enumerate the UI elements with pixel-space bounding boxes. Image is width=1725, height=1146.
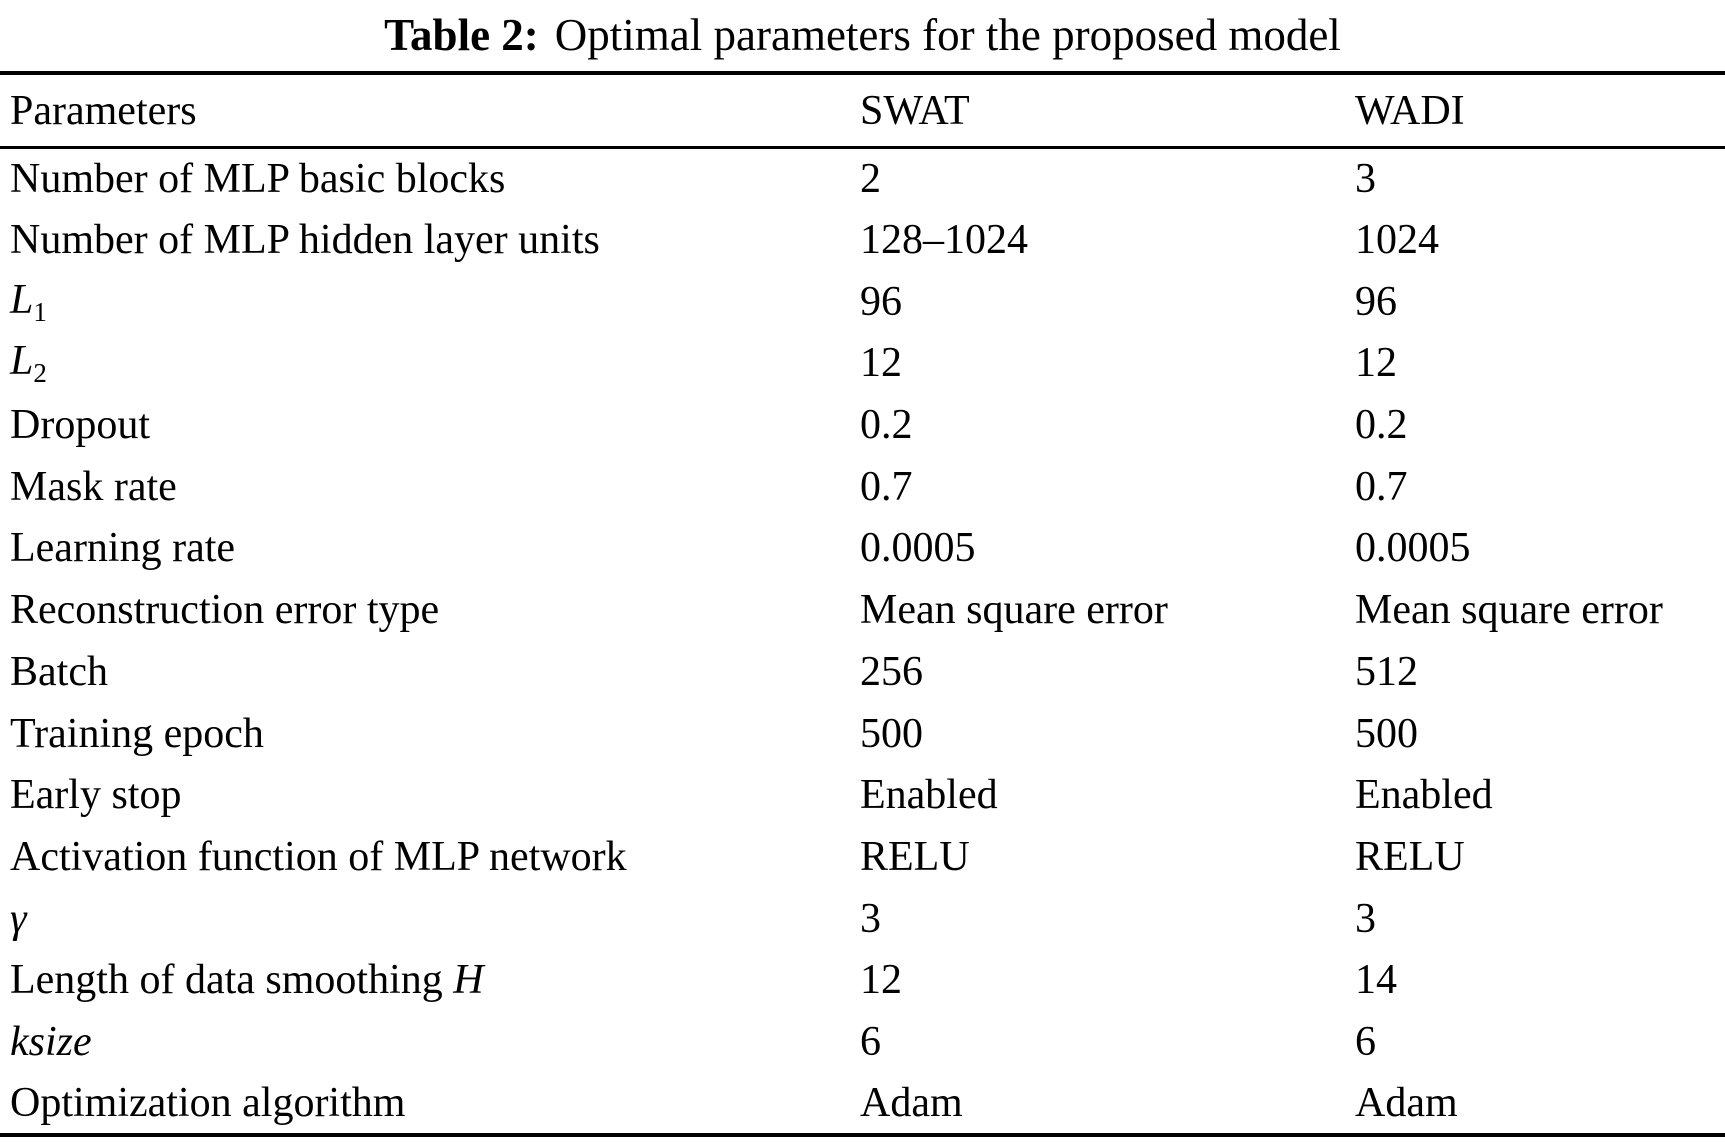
table-row: Learning rate 0.0005 0.0005	[0, 518, 1725, 580]
table-row: ksize 6 6	[0, 1011, 1725, 1073]
swat-value-cell: 6	[860, 1018, 881, 1065]
table-body: Number of MLP basic blocks 2 3 Number of ML…	[0, 148, 1725, 1135]
swat-value-cell: 128–1024	[860, 217, 1028, 264]
param-text: Length of data smoothing	[10, 957, 454, 1004]
wadi-value-cell: Enabled	[1355, 772, 1493, 819]
table-caption-label: Table 2:	[384, 10, 539, 60]
wadi-value-cell: 0.0005	[1355, 525, 1471, 572]
wadi-value-cell: Adam	[1355, 1079, 1458, 1126]
param-text: Number of MLP hidden layer units	[10, 217, 600, 264]
swat-value-cell: Adam	[860, 1079, 963, 1126]
param-cell: Length of data smoothing H	[0, 949, 860, 1011]
param-text: Optimization algorithm	[10, 1079, 406, 1126]
table-row: γ 3 3	[0, 888, 1725, 950]
header-row: Parameters SWAT WADI	[0, 73, 1725, 149]
table-row: L2 12 12	[0, 333, 1725, 395]
swat-value-cell: 12	[860, 340, 902, 387]
param-cell: Training epoch	[0, 703, 860, 765]
param-text: Dropout	[10, 402, 150, 449]
swat-value-cell: 96	[860, 278, 902, 325]
param-cell: Dropout	[0, 394, 860, 456]
param-cell: Reconstruction error type	[0, 579, 860, 641]
param-text: Learning rate	[10, 525, 236, 572]
wadi-value-cell: 0.2	[1355, 402, 1408, 449]
table-header: Parameters SWAT WADI	[0, 73, 1725, 149]
param-cell: Learning rate	[0, 518, 860, 580]
wadi-value-cell: 3	[1355, 156, 1376, 203]
param-text: Training epoch	[10, 710, 264, 757]
param-text: Number of MLP basic blocks	[10, 156, 506, 203]
swat-value-cell: RELU	[860, 833, 970, 880]
param-text: Early stop	[10, 772, 182, 819]
param-text: Activation function of MLP network	[10, 833, 627, 880]
param-cell: Batch	[0, 641, 860, 703]
param-cell: L2	[0, 333, 860, 395]
swat-value-cell: 12	[860, 957, 902, 1004]
table-caption: Table 2: Optimal parameters for the propo…	[0, 0, 1725, 71]
param-text: Batch	[10, 648, 108, 695]
swat-value-cell: 0.2	[860, 402, 913, 449]
swat-value-cell: 3	[860, 895, 881, 942]
param-cell: ksize	[0, 1011, 860, 1073]
wadi-value-cell: 14	[1355, 957, 1397, 1004]
table-row: Number of MLP hidden layer units 128–1024…	[0, 209, 1725, 271]
param-cell: Number of MLP hidden layer units	[0, 209, 860, 271]
table-row: Training epoch 500 500	[0, 703, 1725, 765]
swat-value-cell: 256	[860, 648, 923, 695]
param-text: Reconstruction error type	[10, 587, 440, 634]
wadi-value-cell: 500	[1355, 710, 1418, 757]
param-cell: L1	[0, 271, 860, 333]
param-cell: γ	[0, 888, 860, 950]
swat-value-cell: Mean square error	[860, 587, 1168, 634]
table-row: Dropout 0.2 0.2	[0, 394, 1725, 456]
column-header-swat: SWAT	[860, 73, 1355, 149]
wadi-value-cell: 6	[1355, 1018, 1376, 1065]
param-cell: Mask rate	[0, 456, 860, 518]
param-text: γ	[10, 895, 27, 942]
wadi-value-cell: 12	[1355, 340, 1397, 387]
param-text: Mask rate	[10, 463, 177, 510]
param-cell: Number of MLP basic blocks	[0, 148, 860, 210]
table-row: Early stop Enabled Enabled	[0, 764, 1725, 826]
table-row: Batch 256 512	[0, 641, 1725, 703]
wadi-value-cell: 3	[1355, 895, 1376, 942]
column-header-parameters: Parameters	[0, 73, 860, 149]
table-row: L1 96 96	[0, 271, 1725, 333]
param-cell: Optimization algorithm	[0, 1073, 860, 1135]
param-subscript: 1	[33, 296, 47, 327]
table-row: Reconstruction error type Mean square err…	[0, 579, 1725, 641]
wadi-value-cell: 512	[1355, 648, 1418, 695]
swat-value-cell: 500	[860, 710, 923, 757]
table-row: Activation function of MLP network RELU RE…	[0, 826, 1725, 888]
param-cell: Activation function of MLP network	[0, 826, 860, 888]
wadi-value-cell: 0.7	[1355, 463, 1408, 510]
table-row: Length of data smoothing H 12 14	[0, 949, 1725, 1011]
wadi-value-cell: 96	[1355, 278, 1397, 325]
swat-value-cell: Enabled	[860, 772, 998, 819]
wadi-value-cell: Mean square error	[1355, 587, 1663, 634]
wadi-value-cell: RELU	[1355, 833, 1465, 880]
parameters-table: Parameters SWAT WADI Number of MLP basic…	[0, 71, 1725, 1137]
swat-value-cell: 2	[860, 156, 881, 203]
table-row: Mask rate 0.7 0.7	[0, 456, 1725, 518]
param-subscript: 2	[33, 358, 47, 389]
swat-value-cell: 0.7	[860, 463, 913, 510]
param-text: ksize	[10, 1018, 92, 1065]
table-caption-text: Optimal parameters for the proposed mode…	[554, 10, 1341, 60]
table-row: Optimization algorithm Adam Adam	[0, 1073, 1725, 1135]
swat-value-cell: 0.0005	[860, 525, 976, 572]
column-header-wadi: WADI	[1355, 73, 1725, 149]
param-text: L	[10, 338, 34, 385]
param-text: L	[10, 276, 34, 323]
param-text: H	[453, 957, 484, 1004]
wadi-value-cell: 1024	[1355, 217, 1439, 264]
param-cell: Early stop	[0, 764, 860, 826]
table-row: Number of MLP basic blocks 2 3	[0, 148, 1725, 210]
